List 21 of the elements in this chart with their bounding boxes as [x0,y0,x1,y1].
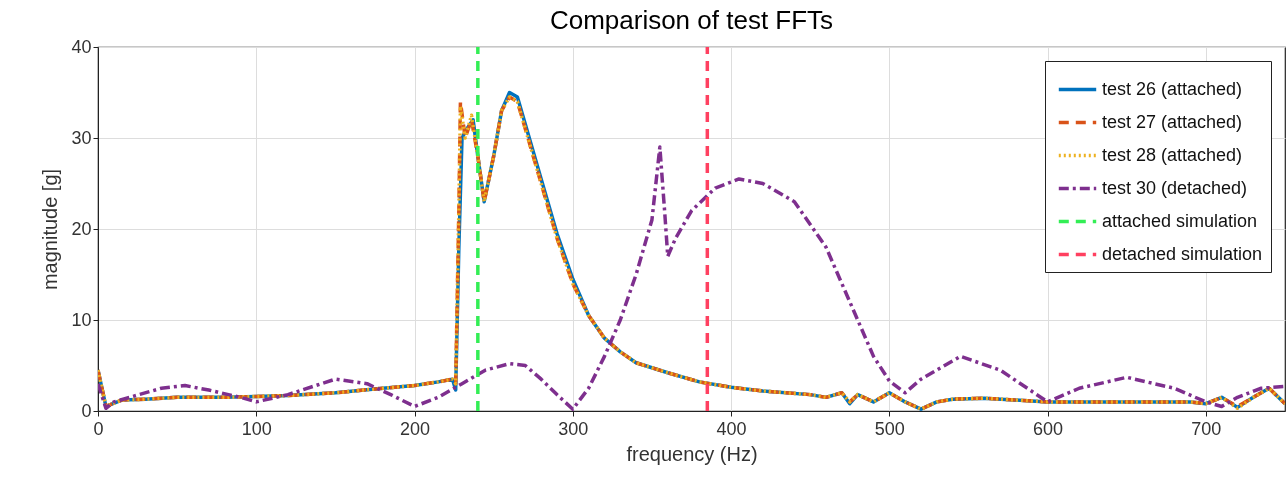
legend-label: test 26 (attached) [1102,78,1243,99]
legend-label: test 28 (attached) [1102,144,1243,165]
x-tick-label: 200 [400,418,431,439]
legend-label: test 27 (attached) [1102,111,1243,132]
y-tick-label: 20 [71,218,92,239]
legend-label: test 30 (detached) [1102,177,1248,198]
x-tick-label: 500 [874,418,905,439]
legend-label: attached simulation [1102,210,1258,231]
x-tick-label: 100 [241,418,272,439]
y-axis-title: magnitude [g] [39,168,62,291]
chart-title: Comparison of test FFTs [549,5,834,35]
y-tick-label: 40 [71,36,92,57]
legend-label: detached simulation [1102,243,1263,264]
x-tick-label: 300 [558,418,589,439]
x-tick-label: 700 [1191,418,1222,439]
x-tick-label: 400 [716,418,747,439]
y-tick-label: 30 [71,127,92,148]
y-tick-label: 10 [71,309,92,330]
y-tick-label: 0 [81,400,92,421]
x-axis-title: frequency (Hz) [626,442,758,465]
x-tick-label: 600 [1033,418,1064,439]
